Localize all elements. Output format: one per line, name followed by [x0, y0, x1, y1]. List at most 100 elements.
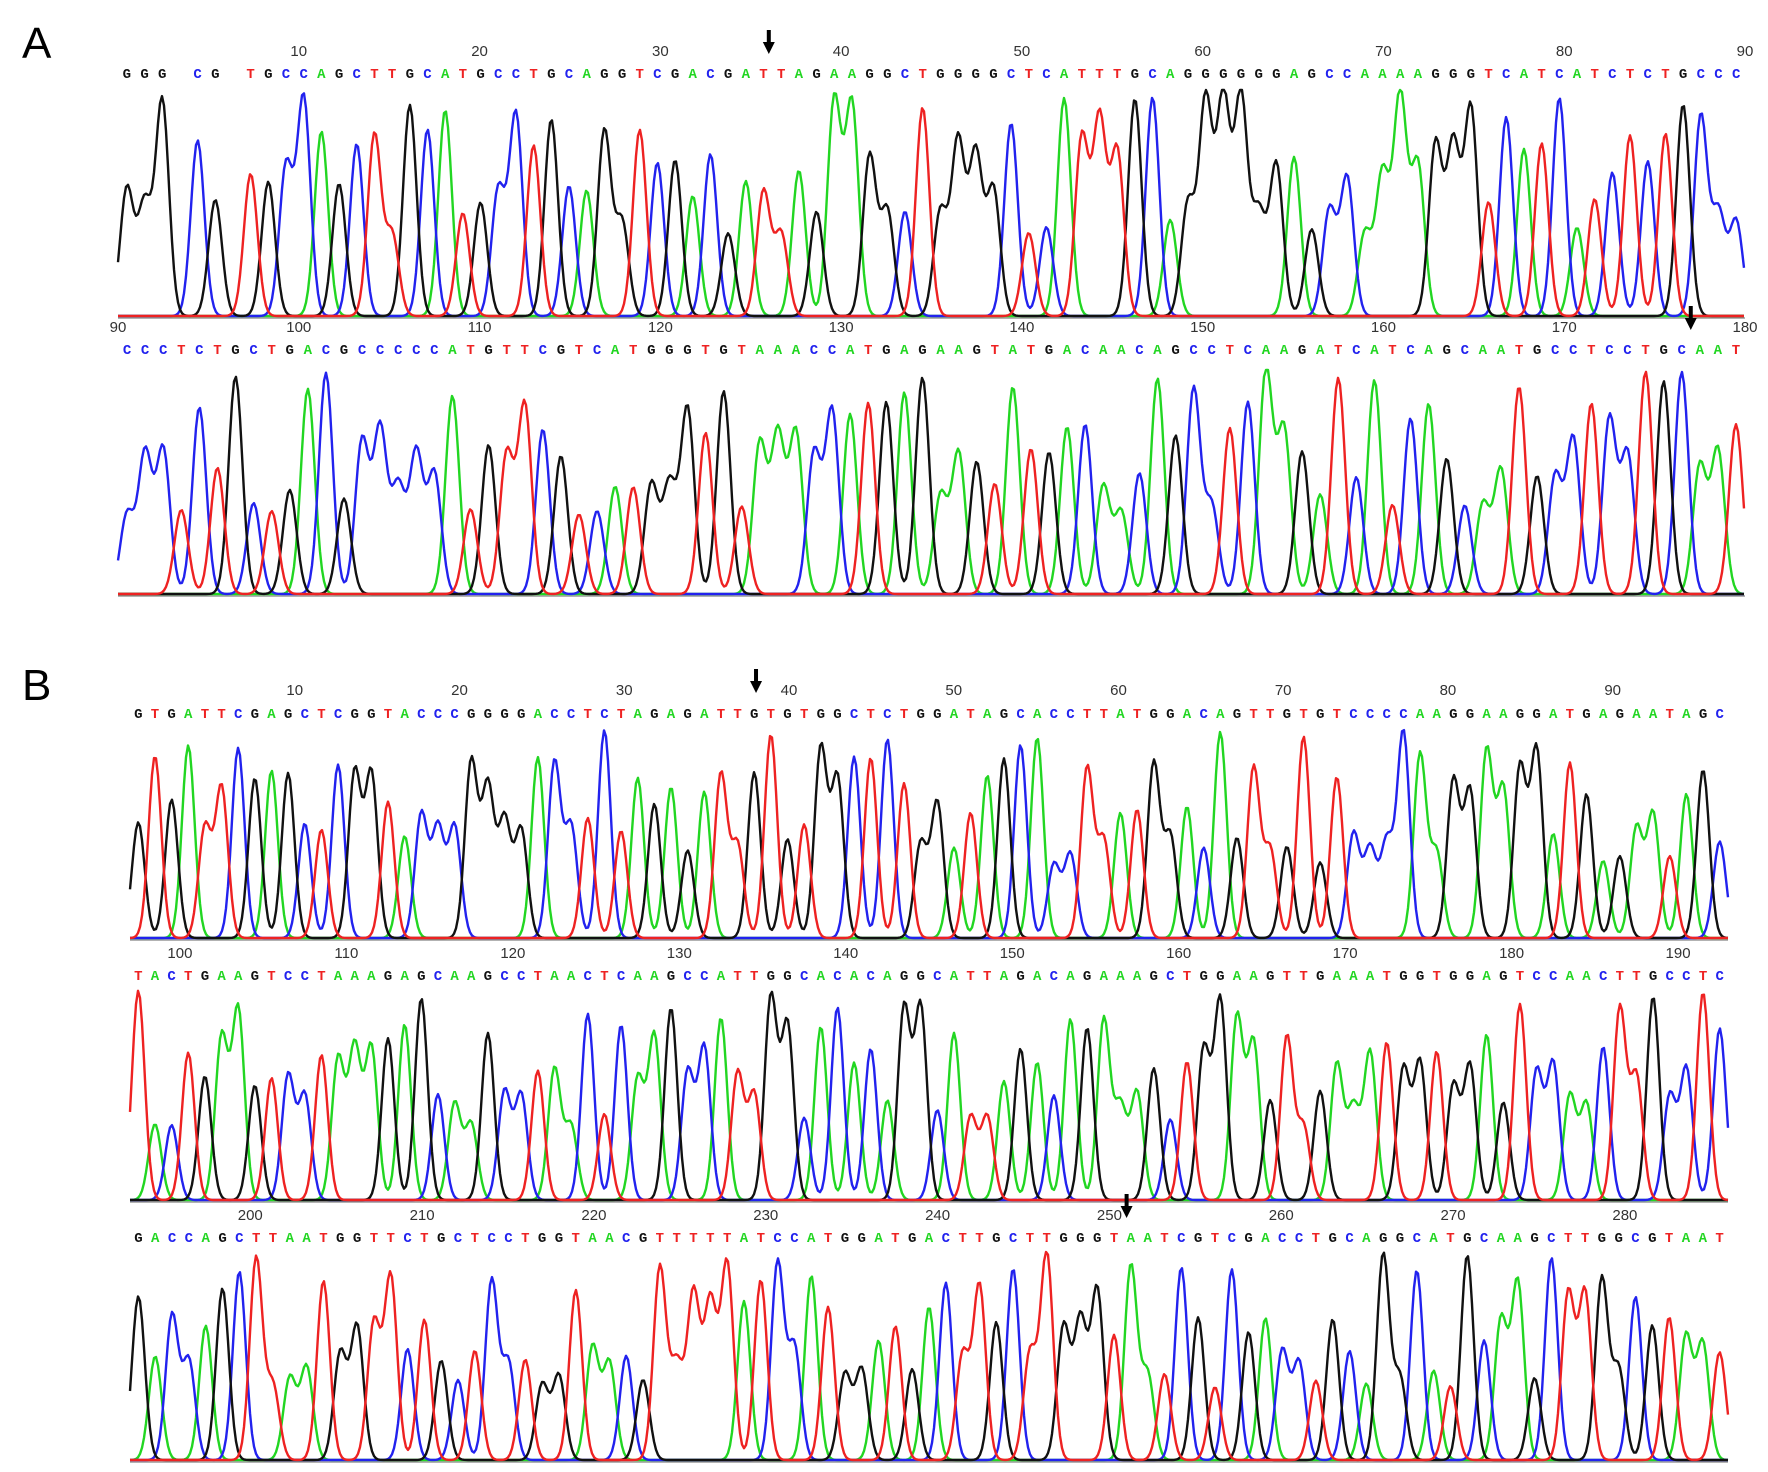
tick-label: 60: [1110, 682, 1127, 699]
base-call: T: [521, 343, 529, 359]
base-call: C: [1383, 707, 1392, 723]
base-call: T: [991, 343, 999, 359]
tick-label: 30: [616, 682, 633, 699]
tick-label: 40: [833, 43, 850, 60]
base-call: C: [167, 969, 176, 985]
base-call: T: [521, 1231, 529, 1247]
base-call: A: [1416, 707, 1425, 723]
base-call: G: [908, 1231, 916, 1247]
base-call: G: [201, 969, 209, 985]
base-call: G: [1699, 707, 1707, 723]
base-call: G: [1679, 67, 1687, 83]
base-call: A: [1127, 1231, 1136, 1247]
base-call: A: [1183, 707, 1192, 723]
base-call: T: [966, 707, 974, 723]
base-call: A: [1414, 67, 1423, 83]
base-call: G: [1283, 707, 1291, 723]
tick-label: 70: [1375, 43, 1392, 60]
tick-label: 170: [1333, 945, 1358, 962]
tick-label: 90: [1604, 682, 1621, 699]
base-call: A: [1599, 707, 1608, 723]
base-call: C: [1244, 343, 1253, 359]
base-call: C: [1278, 1231, 1287, 1247]
base-call: G: [417, 969, 425, 985]
base-call: A: [302, 1231, 311, 1247]
base-call: C: [883, 707, 892, 723]
base-call: A: [1333, 969, 1342, 985]
base-call: G: [1616, 707, 1624, 723]
base-call: C: [412, 343, 421, 359]
base-call: T: [471, 1231, 479, 1247]
base-call: T: [466, 343, 474, 359]
base-call: T: [733, 969, 741, 985]
base-call: T: [1283, 969, 1291, 985]
base-call: C: [800, 969, 809, 985]
base-call: A: [1063, 343, 1072, 359]
tick-label: 230: [753, 1207, 778, 1224]
panel-label-a: A: [22, 19, 52, 68]
base-call: T: [900, 707, 908, 723]
tick-label: 110: [468, 319, 492, 336]
base-call: T: [706, 1231, 714, 1247]
tick-label: 80: [1440, 682, 1457, 699]
base-call: C: [1007, 67, 1016, 83]
base-call: A: [1573, 67, 1582, 83]
base-call: G: [1648, 1231, 1656, 1247]
base-call: A: [1316, 343, 1325, 359]
base-call: T: [1715, 1231, 1723, 1247]
base-call: C: [504, 1231, 513, 1247]
base-call: A: [1424, 343, 1433, 359]
base-call: T: [1616, 969, 1624, 985]
base-call: G: [484, 343, 492, 359]
base-call: G: [1266, 969, 1274, 985]
base-call: A: [1262, 343, 1271, 359]
base-call: G: [1059, 1231, 1067, 1247]
base-call: G: [639, 1231, 647, 1247]
base-call: A: [1166, 67, 1175, 83]
base-call: A: [774, 343, 783, 359]
base-call: A: [1361, 67, 1370, 83]
base-call: T: [958, 1231, 966, 1247]
base-call: C: [1349, 707, 1358, 723]
base-call: A: [1520, 67, 1529, 83]
panel-label-b: B: [22, 661, 51, 710]
base-call: G: [933, 707, 941, 723]
base-call: G: [158, 67, 166, 83]
base-call: A: [650, 969, 659, 985]
base-call: G: [1171, 343, 1179, 359]
base-call: G: [992, 1231, 1000, 1247]
base-call: G: [1308, 67, 1316, 83]
base-call: T: [1334, 343, 1342, 359]
base-call: C: [1066, 707, 1075, 723]
base-call: A: [848, 67, 857, 83]
tick-label: 90: [110, 319, 127, 336]
chromatogram-row: 10 20 30 40 50 60 70 80 90G T G A T T C G A G C T C G G T A C C C G G…: [128, 669, 1730, 941]
base-call: C: [1461, 343, 1470, 359]
base-call: G: [671, 67, 679, 83]
base-call: T: [717, 707, 725, 723]
base-call: A: [1261, 1231, 1270, 1247]
tick-label: 70: [1275, 682, 1292, 699]
base-call: A: [611, 343, 620, 359]
base-call: A: [201, 1231, 210, 1247]
base-call: C: [1009, 1231, 1018, 1247]
trace-g: [116, 88, 1744, 318]
tick-label: 220: [581, 1207, 606, 1224]
base-call: T: [864, 343, 872, 359]
tick-label: 30: [652, 43, 669, 60]
base-call: A: [267, 707, 276, 723]
trace-t: [128, 989, 1729, 1202]
base-call: G: [1582, 707, 1590, 723]
base-call: G: [1516, 707, 1524, 723]
base-call: G: [517, 707, 525, 723]
base-call: G: [1649, 969, 1657, 985]
base-call: G: [1201, 67, 1209, 83]
base-call: C: [1228, 1231, 1237, 1247]
chromatogram-row: 10 20 30 40 50 60 70 80 90G G G C G T G C C A G C T T G C A T G C C T…: [116, 30, 1753, 319]
base-call: C: [334, 707, 343, 723]
base-call: T: [1095, 67, 1103, 83]
base-call: G: [900, 969, 908, 985]
base-call: C: [358, 343, 367, 359]
base-call: A: [1060, 67, 1069, 83]
